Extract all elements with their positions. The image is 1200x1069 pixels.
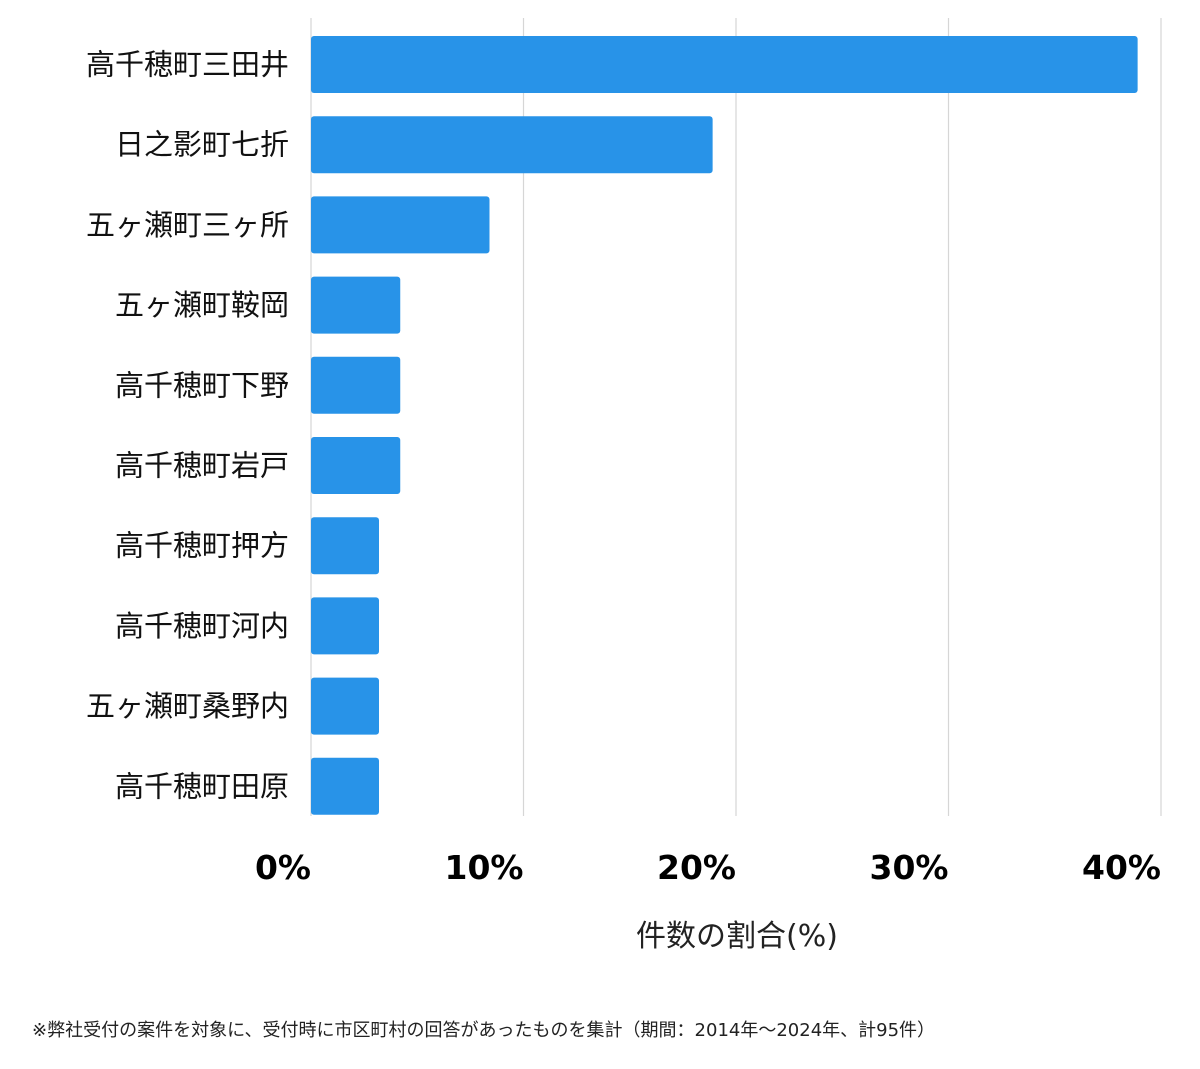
bar-5 bbox=[311, 356, 401, 414]
bar-7 bbox=[311, 517, 379, 575]
x-tick-label-20: 20% bbox=[657, 848, 736, 887]
category-label-6: 高千穂町岩戸 bbox=[115, 449, 289, 483]
bar-chart: 高千穂町三田井日之影町七折五ヶ瀬町三ヶ所五ヶ瀬町鞍岡高千穂町下野高千穂町岩戸高千… bbox=[86, 18, 1162, 954]
category-label-4: 五ヶ瀬町鞍岡 bbox=[115, 288, 289, 322]
bar-8 bbox=[311, 597, 379, 655]
bar-3 bbox=[311, 196, 490, 254]
bar-1 bbox=[311, 36, 1138, 93]
footnote: ※弊社受付の案件を対象に、受付時に市区町村の回答があったものを集計（期間：201… bbox=[32, 1020, 936, 1041]
x-tick-label-40: 40% bbox=[1082, 848, 1161, 887]
category-label-9: 五ヶ瀬町桑野内 bbox=[86, 689, 289, 723]
bars bbox=[311, 36, 1138, 815]
bar-10 bbox=[311, 757, 379, 815]
x-tick-label-0: 0% bbox=[255, 848, 311, 887]
category-label-5: 高千穂町下野 bbox=[115, 368, 289, 402]
category-label-10: 高千穂町田原 bbox=[115, 769, 289, 803]
x-tick-label-30: 30% bbox=[870, 848, 949, 887]
x-tick-labels: 0% 10% 20% 30% 40% bbox=[255, 848, 1161, 887]
category-label-1: 高千穂町三田井 bbox=[86, 48, 289, 82]
category-label-3: 五ヶ瀬町三ヶ所 bbox=[86, 208, 289, 242]
x-tick-label-10: 10% bbox=[445, 848, 524, 887]
category-label-8: 高千穂町河内 bbox=[115, 609, 289, 643]
bar-9 bbox=[311, 677, 379, 735]
x-axis-title: 件数の割合(%) bbox=[636, 919, 838, 954]
category-label-7: 高千穂町押方 bbox=[115, 529, 289, 563]
bar-6 bbox=[311, 437, 401, 494]
bar-4 bbox=[311, 276, 401, 334]
category-labels: 高千穂町三田井日之影町七折五ヶ瀬町三ヶ所五ヶ瀬町鞍岡高千穂町下野高千穂町岩戸高千… bbox=[86, 48, 289, 804]
bar-2 bbox=[311, 116, 713, 174]
category-label-2: 日之影町七折 bbox=[115, 128, 289, 162]
